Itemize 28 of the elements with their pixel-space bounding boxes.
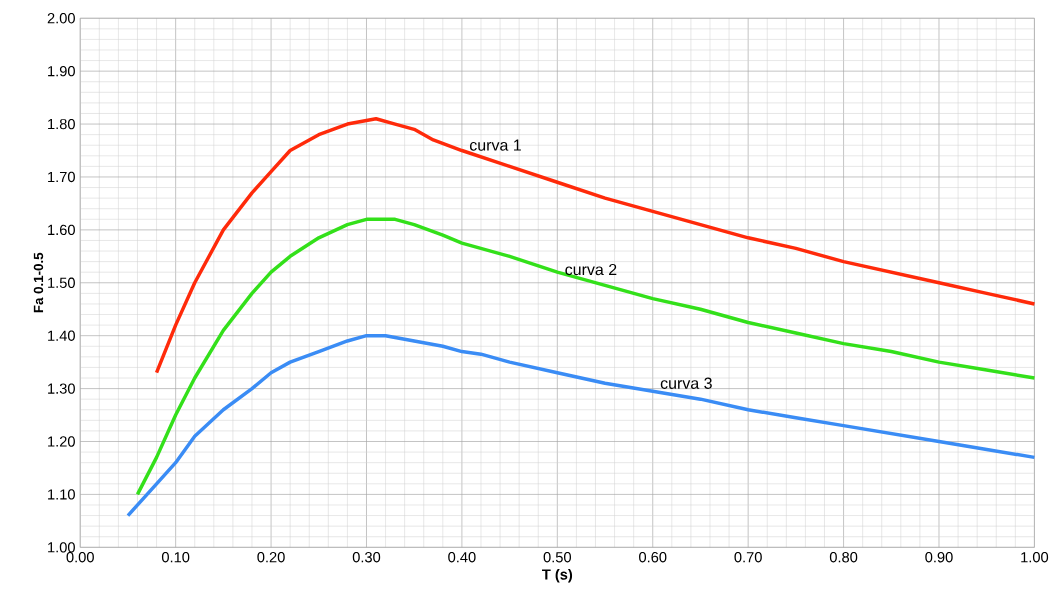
y-tick-label: 1.20 <box>48 436 75 447</box>
x-tick-label: 0.00 <box>66 551 94 563</box>
x-tick-label: 0.20 <box>257 551 285 563</box>
series-label: curva 3 <box>660 377 712 389</box>
x-tick-label: 0.80 <box>829 551 858 563</box>
y-axis-title: Fa 0.1-0.5 <box>33 252 44 313</box>
line-series <box>135 217 1037 497</box>
y-tick-label: 1.00 <box>48 542 75 553</box>
y-tick-label: 2.00 <box>47 12 75 24</box>
y-tick-label: 1.50 <box>48 277 75 288</box>
x-tick-label: 0.70 <box>734 551 762 563</box>
y-tick-label: 1.60 <box>48 224 75 235</box>
series-label: curva 2 <box>565 263 617 276</box>
x-tick-label: 0.60 <box>639 551 667 563</box>
x-tick-label: 0.30 <box>352 551 381 563</box>
y-tick-label: 1.90 <box>48 65 75 77</box>
x-tick-label: 0.10 <box>161 551 190 563</box>
series-label: curva 1 <box>469 139 521 151</box>
y-tick-label: 1.80 <box>48 118 75 130</box>
x-tick-label: 0.40 <box>448 551 476 563</box>
x-tick-label: 0.50 <box>543 551 571 563</box>
x-tick-label: 1.00 <box>1021 551 1049 563</box>
x-axis-title: T (s) <box>542 568 573 583</box>
y-tick-label: 1.10 <box>48 489 75 500</box>
y-tick-label: 1.40 <box>48 330 75 341</box>
y-tick-label: 1.70 <box>48 171 75 183</box>
y-tick-label: 1.30 <box>48 383 75 394</box>
x-tick-label: 0.90 <box>925 551 953 563</box>
